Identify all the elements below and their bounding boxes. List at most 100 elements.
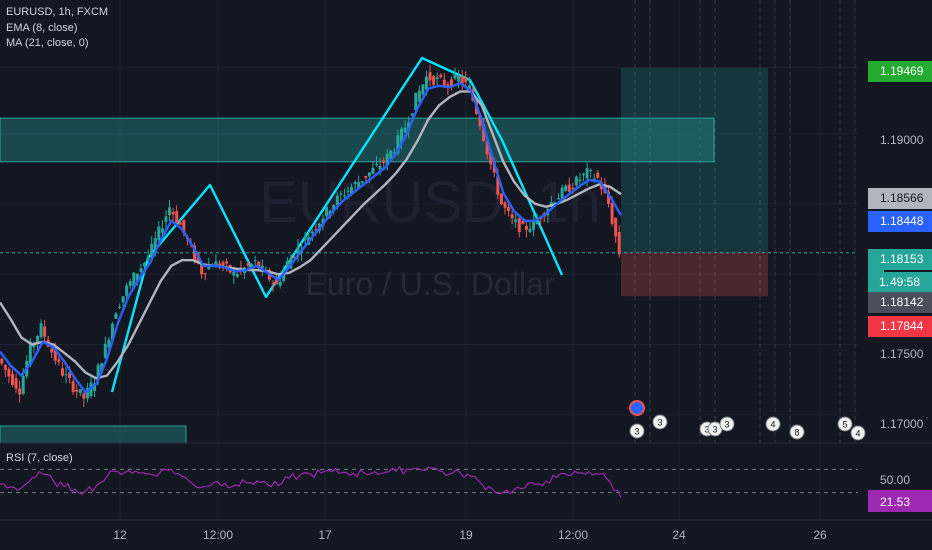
candle-body-107 <box>382 160 386 163</box>
candle-body-95 <box>339 193 343 195</box>
candle-body-20 <box>71 381 75 393</box>
candle-body-159 <box>567 184 571 192</box>
candle-body-5 <box>18 388 22 395</box>
candle-body-80 <box>285 261 289 270</box>
candle-body-166 <box>592 178 596 181</box>
candle-body-49 <box>175 211 179 223</box>
candle-body-145 <box>517 218 521 232</box>
candle-body-99 <box>353 182 357 184</box>
candle-body-124 <box>442 79 446 86</box>
event-flag-6: 8 <box>789 424 805 440</box>
candle-body-96 <box>342 195 346 197</box>
price-label-current-bg <box>868 249 932 270</box>
candle-body-4 <box>14 378 18 389</box>
candle-body-137 <box>489 152 493 165</box>
event-flag-count-2: 3 <box>704 425 709 435</box>
price-label-ma: 1.18566 <box>880 191 924 205</box>
candle-body-105 <box>375 163 379 165</box>
event-flag-5: 4 <box>765 416 781 432</box>
candle-body-135 <box>482 124 486 141</box>
price-tick-119000: 1.19000 <box>880 133 924 147</box>
candle-body-111 <box>396 135 400 154</box>
candle-body-149 <box>532 219 536 230</box>
legend-symbol: EURUSD, 1h, FXCM <box>6 6 109 18</box>
event-flag-1: 3 <box>652 414 668 430</box>
candle-body-19 <box>68 372 72 379</box>
price-label-ema-bg <box>868 211 932 232</box>
ma-line <box>0 90 622 380</box>
candle-body-121 <box>432 75 436 85</box>
candle-body-122 <box>435 77 439 80</box>
candle-body-150 <box>535 218 539 224</box>
candle-body-28 <box>100 363 104 373</box>
candle-body-112 <box>400 128 404 144</box>
rsi-tick-50: 50.00 <box>880 473 910 487</box>
candle-body-129 <box>460 76 464 84</box>
event-flag-icon-5 <box>765 416 781 432</box>
candle-body-136 <box>485 141 489 155</box>
event-flag-central-icon <box>629 400 645 416</box>
candle-body-77 <box>275 278 279 285</box>
candle-body-10 <box>35 335 39 343</box>
event-flag-icon-0 <box>629 423 645 439</box>
candle-body-70 <box>250 264 254 267</box>
event-flag-icon-1 <box>652 414 668 430</box>
countdown-prefix: 1. <box>879 275 889 289</box>
event-flag-icon-8 <box>850 425 866 441</box>
candle-body-69 <box>246 263 250 266</box>
candle-body-100 <box>357 181 361 189</box>
price-label-ma-bg <box>868 188 932 209</box>
candle-body-56 <box>200 264 204 275</box>
event-flag-count-7: 5 <box>842 420 847 430</box>
candle-body-17 <box>60 368 64 376</box>
event-flag-count-8: 4 <box>855 429 860 439</box>
long-target-zone <box>621 67 768 253</box>
candle-body-62 <box>221 262 225 266</box>
candle-body-39 <box>139 268 143 273</box>
watermark-symbol: EURUSD, 1h <box>259 170 601 235</box>
candle-body-116 <box>414 92 418 111</box>
candle-body-91 <box>325 206 329 216</box>
candle-body-26 <box>93 383 97 392</box>
ema-line <box>0 81 623 395</box>
candle-body-125 <box>446 84 450 88</box>
candle-body-0 <box>0 358 4 364</box>
candle-body-65 <box>232 271 236 276</box>
demand-zone <box>0 425 187 444</box>
candle-body-43 <box>153 238 157 249</box>
candle-body-167 <box>596 172 600 178</box>
event-flag-count-0: 3 <box>634 427 639 437</box>
time-tick-6: 26 <box>813 528 827 542</box>
candle-body-24 <box>85 387 89 399</box>
candle-body-11 <box>39 323 43 338</box>
candle-body-44 <box>157 226 161 240</box>
candle-body-97 <box>346 190 350 192</box>
candle-body-139 <box>496 176 500 195</box>
candle-body-88 <box>314 229 318 231</box>
candle-body-146 <box>521 221 525 224</box>
candle-body-37 <box>132 272 136 288</box>
candle-body-16 <box>57 359 61 362</box>
candle-body-63 <box>225 261 229 264</box>
event-flag-0: 3 <box>629 423 645 439</box>
time-tick-4: 12:00 <box>558 528 588 542</box>
candle-body-160 <box>571 187 575 189</box>
candle-body-36 <box>128 281 132 286</box>
candle-body-38 <box>135 273 139 281</box>
candle-body-87 <box>310 231 314 234</box>
event-flag-icon-6 <box>789 424 805 440</box>
candle-body-148 <box>528 228 532 232</box>
event-flag-count-6: 8 <box>794 428 799 438</box>
candle-body-108 <box>385 153 389 166</box>
candle-body-58 <box>207 265 211 270</box>
candle-body-45 <box>160 228 164 233</box>
candle-body-113 <box>403 127 407 133</box>
candle-body-14 <box>50 348 54 353</box>
watermark-name: Euro / U.S. Dollar <box>306 266 555 302</box>
event-flag-8: 4 <box>850 425 866 441</box>
countdown-prefix-bg <box>868 270 884 292</box>
legend-ma: MA (21, close, 0) <box>6 37 89 49</box>
event-flag-count-4: 3 <box>724 420 729 430</box>
candle-body-30 <box>107 339 111 348</box>
